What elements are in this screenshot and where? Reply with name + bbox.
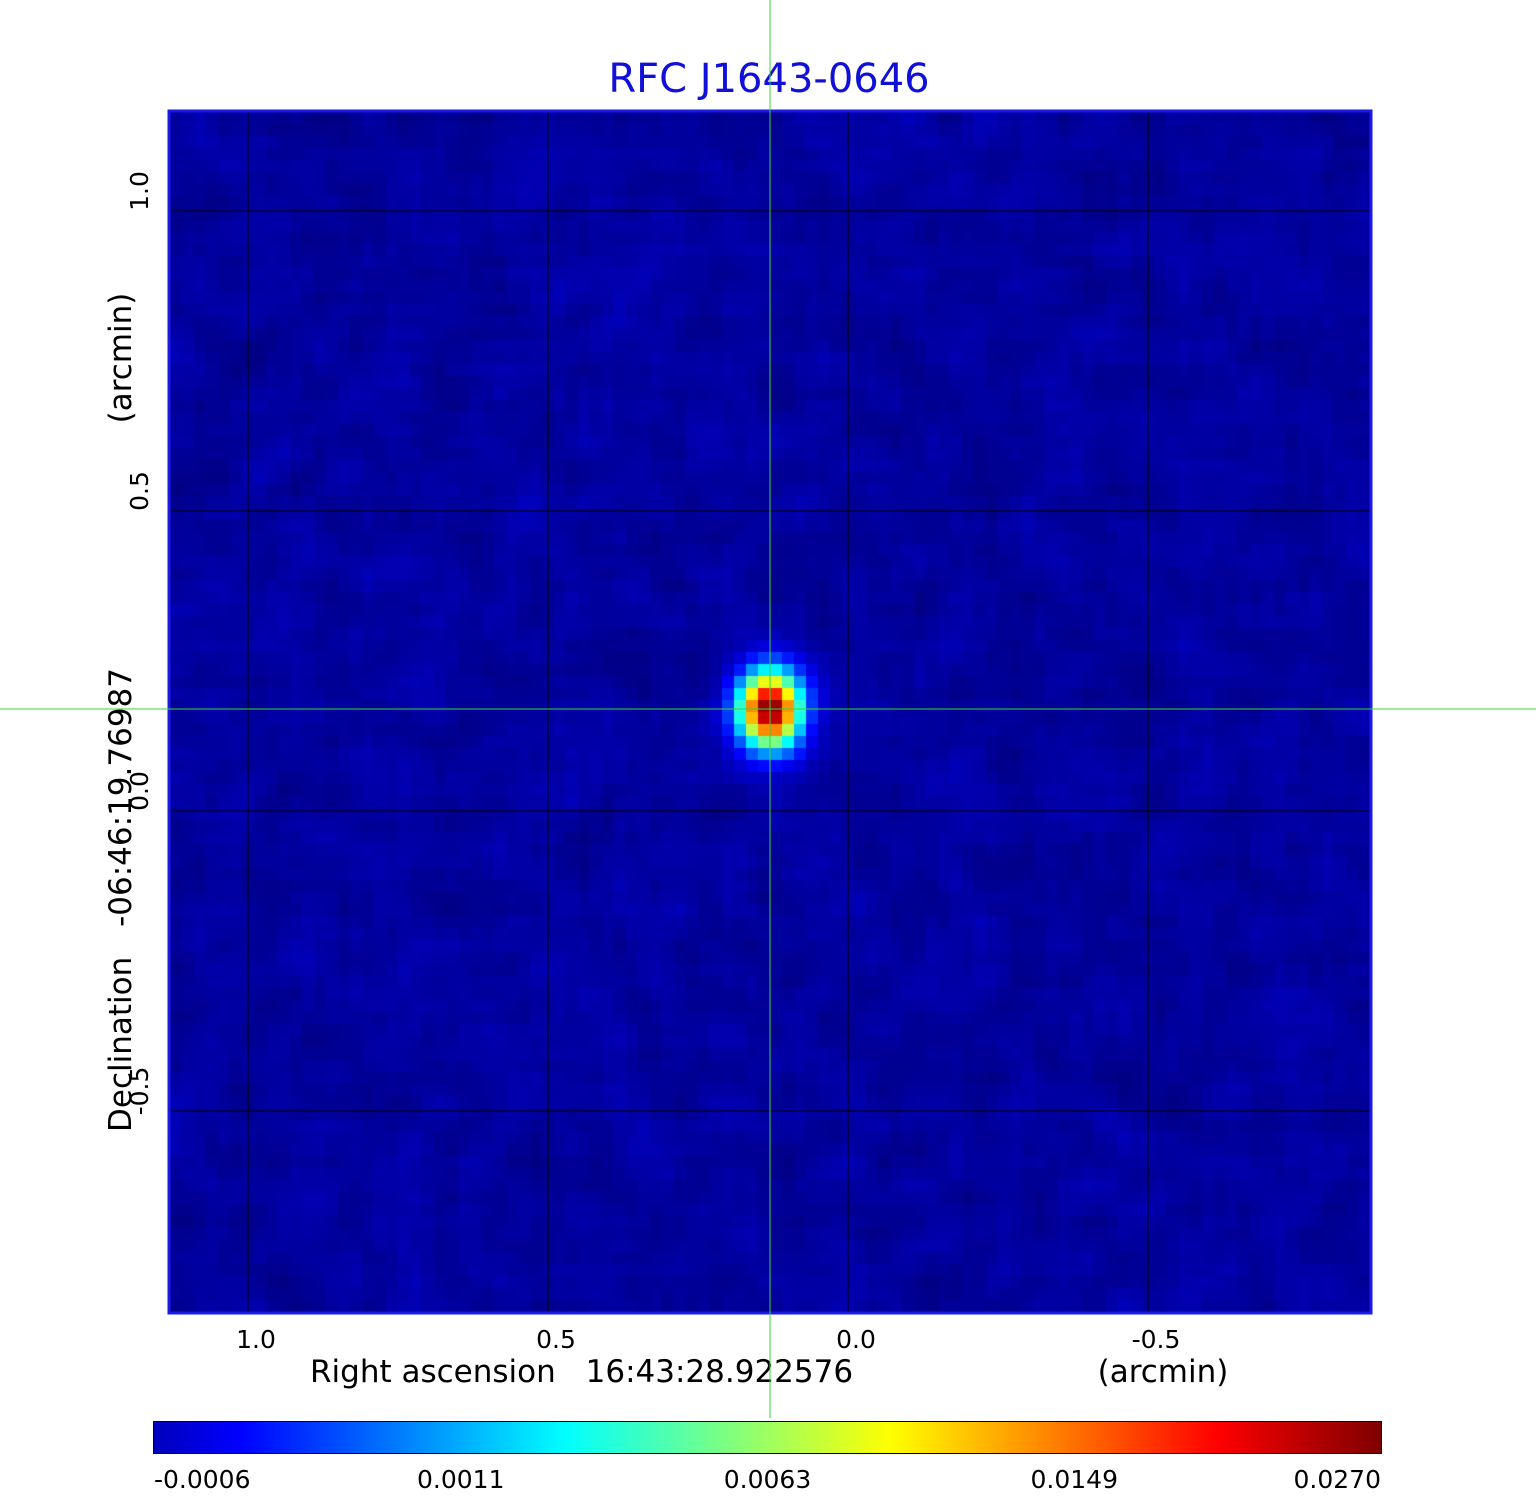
x-axis-unit: (arcmin) — [1098, 1354, 1229, 1390]
x-axis-label-prefix: Right ascension — [310, 1354, 556, 1390]
x-tick-labels: 1.0 0.5 0.0 -0.5 — [236, 1325, 1180, 1354]
colorbar-tick-label-4: 0.0270 — [1294, 1465, 1381, 1494]
y-tick-labels: 1.0 0.5 0.0 -0.5 — [125, 171, 154, 1115]
crosshair — [0, 0, 1536, 1418]
x-tick-label-3: -0.5 — [1132, 1325, 1181, 1354]
x-axis-label: Right ascension 16:43:28.922576 — [310, 1354, 853, 1390]
x-axis-label-value: 16:43:28.922576 — [586, 1354, 853, 1390]
colorbar-frame — [153, 1421, 1382, 1454]
y-axis-label-value: -06:46:19.76987 — [103, 668, 139, 927]
x-tick-label-0: 1.0 — [236, 1325, 276, 1354]
y-tick-label-0: 1.0 — [125, 171, 154, 211]
x-tick-label-1: 0.5 — [536, 1325, 576, 1354]
colorbar-tick-label-3: 0.0149 — [1031, 1465, 1118, 1494]
colorbar-tick-label-2: 0.0063 — [724, 1465, 811, 1494]
x-tick-label-2: 0.0 — [836, 1325, 876, 1354]
y-axis-label-prefix: Declination — [103, 957, 139, 1132]
y-axis-unit: (arcmin) — [103, 293, 139, 424]
colorbar-tick-labels: -0.0006 0.0011 0.0063 0.0149 0.0270 — [154, 1465, 1381, 1494]
colorbar-gradient — [154, 1422, 1381, 1453]
colorbar-tick-label-1: 0.0011 — [417, 1465, 504, 1494]
y-tick-label-1: 0.5 — [125, 471, 154, 511]
chart-title: RFC J1643-0646 — [608, 56, 929, 102]
colorbar-tick-label-0: -0.0006 — [154, 1465, 251, 1494]
y-tick-label-3: -0.5 — [125, 1067, 154, 1116]
y-axis-label: Declination -06:46:19.76987 — [103, 668, 139, 1132]
y-tick-label-2: 0.0 — [125, 771, 154, 811]
